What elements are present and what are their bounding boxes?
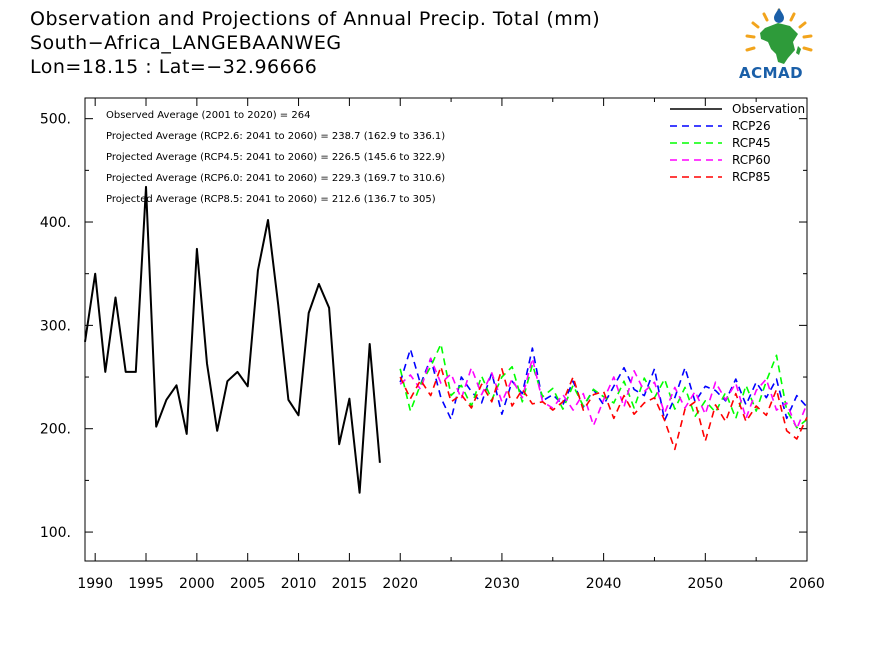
legend-label-rcp60: RCP60 bbox=[732, 153, 771, 167]
y-tick-label: 400. bbox=[40, 215, 71, 231]
series-line-rcp26 bbox=[399, 347, 808, 422]
legend-label-rcp85: RCP85 bbox=[732, 170, 771, 184]
series-line-rcp45 bbox=[399, 343, 808, 429]
legend-label-observation: Observation bbox=[732, 102, 805, 116]
plot-frame bbox=[84, 97, 808, 562]
logo-text: ACMAD bbox=[739, 64, 804, 82]
y-tick-label: 300. bbox=[40, 318, 71, 334]
x-tick-label: 2010 bbox=[281, 576, 317, 592]
legend-label-rcp45: RCP45 bbox=[732, 136, 771, 150]
y-tick-label: 500. bbox=[40, 112, 71, 128]
x-tick-label: 2030 bbox=[484, 576, 520, 592]
series-line-observation bbox=[84, 185, 381, 494]
x-tick-label: 1995 bbox=[128, 576, 164, 592]
acmad-logo-icon bbox=[745, 8, 813, 64]
x-tick-label: 1990 bbox=[77, 576, 113, 592]
stats-annotation: Projected Average (RCP2.6: 2041 to 2060)… bbox=[106, 131, 445, 142]
x-tick-label: 2060 bbox=[789, 576, 825, 592]
x-tick-label: 2015 bbox=[332, 576, 368, 592]
legend-label-rcp26: RCP26 bbox=[732, 119, 771, 133]
series-line-rcp60 bbox=[399, 357, 808, 430]
chart-title: Observation and Projections of Annual Pr… bbox=[30, 8, 601, 30]
station-coordinates: Lon=18.15 : Lat=−32.96666 bbox=[30, 56, 318, 78]
stats-annotation: Projected Average (RCP8.5: 2041 to 2060)… bbox=[106, 194, 436, 205]
x-tick-label: 2005 bbox=[230, 576, 266, 592]
y-tick-label: 200. bbox=[40, 422, 71, 438]
series-line-rcp85 bbox=[399, 365, 808, 451]
x-tick-label: 2040 bbox=[586, 576, 622, 592]
x-tick-label: 2050 bbox=[687, 576, 723, 592]
stats-annotation: Projected Average (RCP4.5: 2041 to 2060)… bbox=[106, 152, 445, 163]
stats-annotation: Projected Average (RCP6.0: 2041 to 2060)… bbox=[106, 173, 445, 184]
x-tick-label: 2000 bbox=[179, 576, 215, 592]
station-name: South−Africa_LANGEBAANWEG bbox=[30, 32, 342, 54]
y-tick-label: 100. bbox=[40, 525, 71, 541]
x-tick-label: 2020 bbox=[382, 576, 418, 592]
stats-annotation: Observed Average (2001 to 2020) = 264 bbox=[106, 110, 310, 121]
